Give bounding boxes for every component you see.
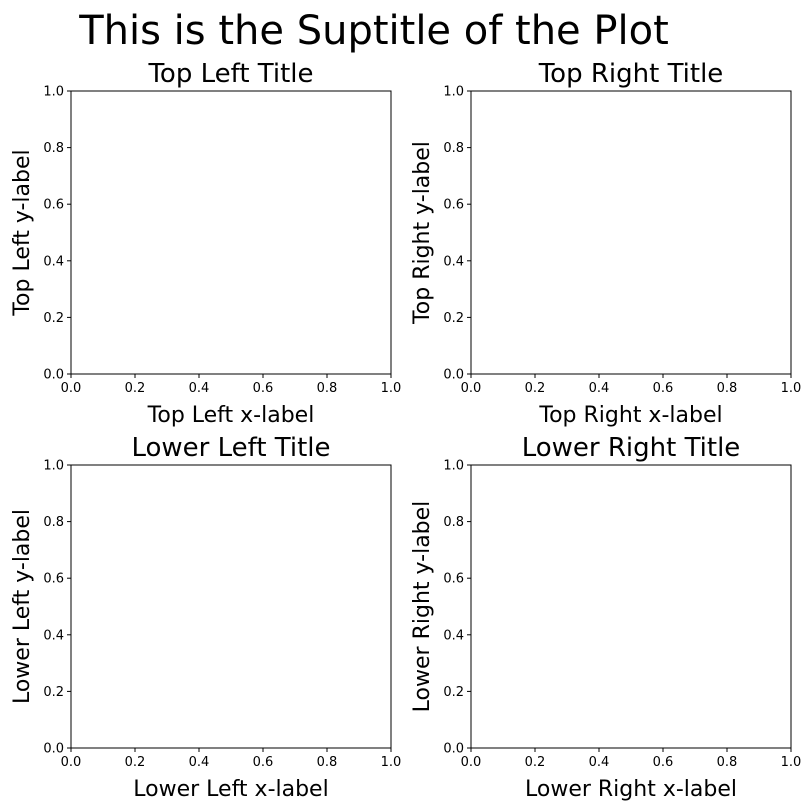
top-left-y-tick-label: 0.0 [43,368,64,383]
lower-left-plot-area [70,464,392,749]
top-left-axes: Top Left Title Top Left x-label Top Left y… [10,59,401,428]
lower-left-y-tick-label: 0.6 [43,572,64,587]
top-left-title: Top Left Title [147,59,313,89]
top-left-y-tick-label: 1.0 [43,85,64,100]
top-right-y-tick-label: 1.0 [443,85,464,100]
top-left-x-tick-label: 0.6 [253,381,274,396]
lower-left-x-tick-label: 0.6 [253,755,274,770]
lower-right-y-label: Lower Right y-label [410,501,435,713]
top-right-x-tick-label: 0.8 [717,381,738,396]
top-left-y-tick-label: 0.6 [43,198,64,213]
lower-right-y-tick-label: 1.0 [443,459,464,474]
lower-left-y-tick-label: 1.0 [43,459,64,474]
top-left-x-tick-label: 0.4 [189,381,210,396]
lower-right-plot-area [470,464,792,749]
lower-right-y-tick-label: 0.0 [443,742,464,757]
top-right-y-label: Top Right y-label [410,141,435,325]
lower-left-y-tick-label: 0.2 [43,685,64,700]
top-right-y-tick-label: 0.4 [443,254,464,269]
top-right-x-tick-label: 1.0 [781,381,802,396]
lower-left-x-tick-label: 1.0 [381,755,402,770]
top-left-y-tick-label: 0.2 [43,311,64,326]
top-right-x-tick-label: 0.4 [589,381,610,396]
lower-left-x-tick-label: 0.8 [317,755,338,770]
top-left-y-tick-label: 0.4 [43,254,64,269]
lower-right-title: Lower Right Title [522,433,741,463]
subplots: Top Left Title Top Left x-label Top Left y… [10,59,801,802]
top-left-y-label: Top Left y-label [10,149,35,316]
lower-right-x-label: Lower Right x-label [525,777,737,802]
lower-right-x-tick-label: 1.0 [781,755,802,770]
lower-left-title: Lower Left Title [131,433,330,463]
lower-left-x-label: Lower Left x-label [133,777,328,802]
lower-left-axes: Lower Left Title Lower Left x-label Lower … [10,433,401,802]
top-right-title: Top Right Title [538,59,724,89]
top-right-y-tick-label: 0.0 [443,368,464,383]
top-right-x-tick-label: 0.0 [461,381,482,396]
top-right-x-tick-label: 0.2 [525,381,546,396]
top-right-plot-area [470,90,792,375]
top-left-plot-area [70,90,392,375]
lower-right-x-tick-label: 0.6 [653,755,674,770]
top-left-x-tick-label: 0.0 [61,381,82,396]
lower-right-x-tick-label: 0.0 [461,755,482,770]
lower-left-x-tick-label: 0.4 [189,755,210,770]
lower-left-x-tick-label: 0.0 [61,755,82,770]
suptitle: This is the Suptitle of the Plot [78,8,669,54]
lower-right-y-tick-label: 0.4 [443,628,464,643]
lower-right-y-tick-label: 0.2 [443,685,464,700]
top-right-x-label: Top Right x-label [538,403,722,428]
lower-right-y-tick-label: 0.8 [443,515,464,530]
lower-left-x-tick-label: 0.2 [125,755,146,770]
top-right-y-tick-label: 0.6 [443,198,464,213]
top-left-x-tick-label: 0.2 [125,381,146,396]
lower-left-y-label: Lower Left y-label [10,509,35,704]
top-left-x-label: Top Left x-label [147,403,315,428]
top-right-x-tick-label: 0.6 [653,381,674,396]
top-right-y-tick-label: 0.2 [443,311,464,326]
top-left-x-tick-label: 1.0 [381,381,402,396]
top-left-x-tick-label: 0.8 [317,381,338,396]
lower-left-y-tick-label: 0.4 [43,628,64,643]
top-left-y-tick-label: 0.8 [43,141,64,156]
lower-left-y-tick-label: 0.0 [43,742,64,757]
lower-left-y-tick-label: 0.8 [43,515,64,530]
lower-right-x-tick-label: 0.2 [525,755,546,770]
lower-right-axes: Lower Right Title Lower Right x-label Lowe… [410,433,801,802]
top-right-y-tick-label: 0.8 [443,141,464,156]
lower-right-x-tick-label: 0.8 [717,755,738,770]
top-right-axes: Top Right Title Top Right x-label Top Righ… [410,59,801,428]
lower-right-x-tick-label: 0.4 [589,755,610,770]
lower-right-y-tick-label: 0.6 [443,572,464,587]
